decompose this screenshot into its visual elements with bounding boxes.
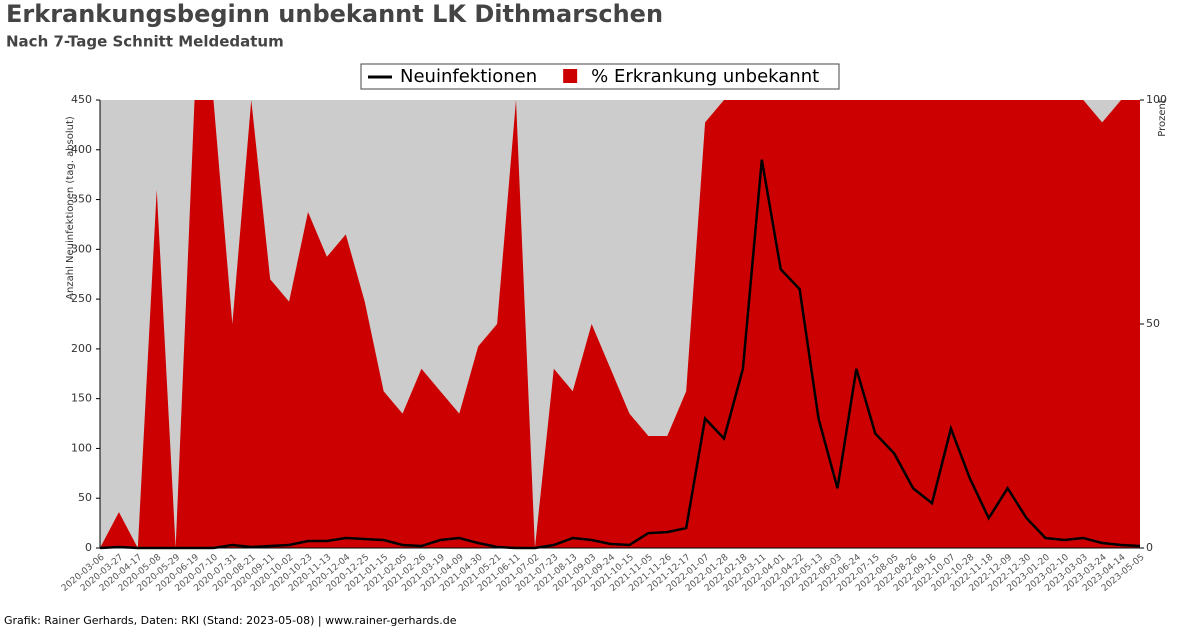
- y-tick-label: 200: [71, 342, 92, 355]
- y2-axis-label: Prozent: [1157, 99, 1168, 137]
- y-tick-label: 350: [71, 193, 92, 206]
- y-tick-label: 400: [71, 143, 92, 156]
- legend-swatch: [563, 69, 578, 83]
- y2-tick-label: 0: [1146, 541, 1153, 554]
- y-tick-label: 150: [71, 392, 92, 405]
- y-tick-label: 450: [71, 93, 92, 106]
- y-tick-label: 100: [71, 441, 92, 454]
- y-tick-label: 250: [71, 292, 92, 305]
- y2-tick-label: 50: [1146, 317, 1160, 330]
- legend-label: Neuinfektionen: [400, 66, 537, 87]
- chart-subtitle: Nach 7-Tage Schnitt Meldedatum: [6, 33, 284, 51]
- area: [100, 100, 1140, 548]
- footer: Grafik: Rainer Gerhards, Daten: RKI (Sta…: [4, 614, 457, 627]
- y-axis-label: Anzahl Neuinfektionen (tag. absolut): [65, 116, 76, 300]
- y-tick-label: 50: [78, 491, 92, 504]
- legend: Neuinfektionen % Erkrankung unbekannt: [360, 63, 840, 90]
- chart-title: Erkrankungsbeginn unbekannt LK Dithmarsc…: [6, 0, 663, 28]
- legend-label: % Erkrankung unbekannt: [591, 66, 819, 87]
- legend-box: [360, 63, 840, 90]
- line: [99, 159, 1141, 550]
- y-tick-label: 300: [71, 242, 92, 255]
- y-tick-label: 0: [85, 541, 92, 554]
- y2-tick-label: 100: [1146, 93, 1167, 106]
